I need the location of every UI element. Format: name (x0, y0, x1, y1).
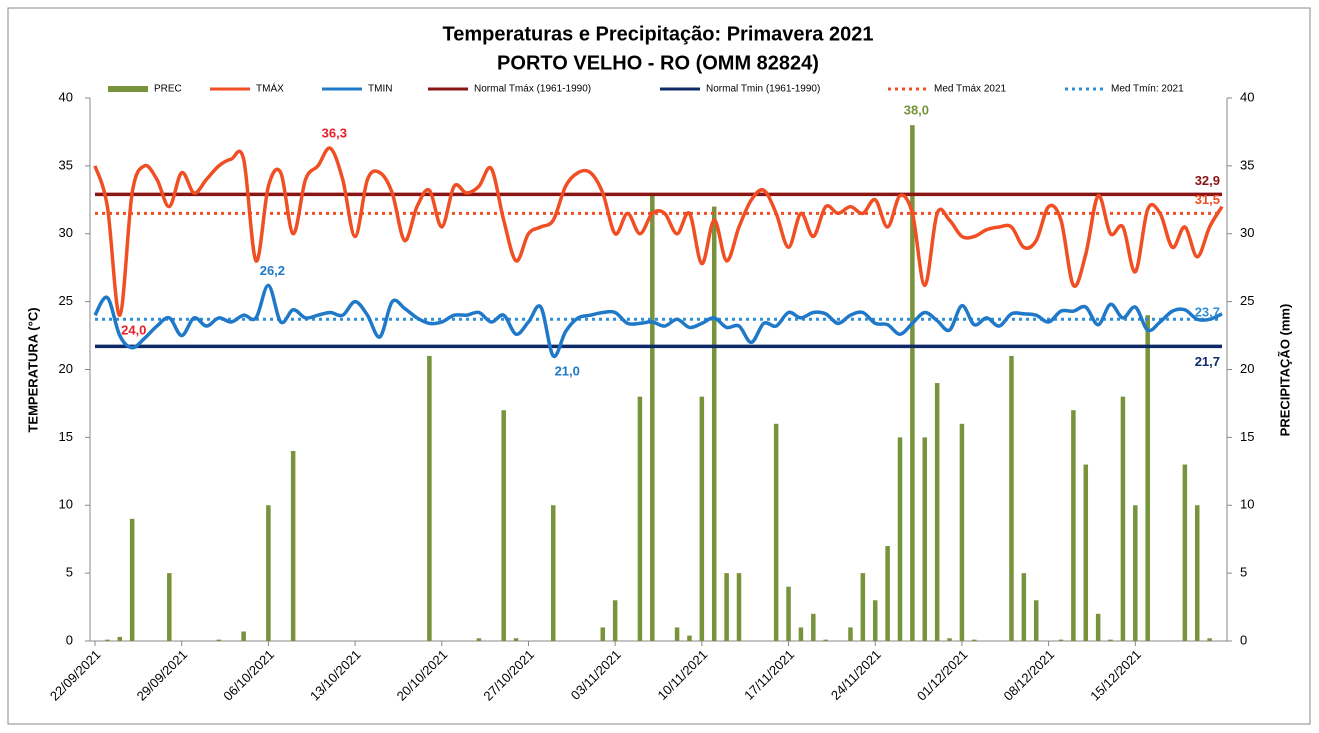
prec-bar (773, 423, 779, 641)
y2-tick-label: 5 (1240, 565, 1247, 580)
y-tick-label: 10 (59, 497, 73, 512)
prec-bar (266, 505, 271, 641)
prec-bar (1095, 613, 1101, 641)
y2-tick-label: 40 (1240, 89, 1254, 104)
y-tick-label: 25 (59, 293, 73, 308)
y-tick-label: 5 (66, 565, 73, 580)
series-line (93, 146, 1224, 317)
reference-label: 32,9 (1195, 173, 1220, 188)
prec-bar (1182, 464, 1188, 641)
prec-bar (612, 600, 618, 641)
reference-label: 31,5 (1195, 192, 1220, 207)
y-tick-label: 15 (59, 429, 73, 444)
prec-bar (1133, 505, 1138, 641)
prec-bar (129, 518, 135, 641)
prec-bar (848, 627, 853, 641)
legend-label: Med Tmín: 2021 (1111, 84, 1184, 95)
legend-label: PREC (154, 84, 182, 95)
y2-tick-label: 25 (1240, 293, 1254, 308)
prec-bar (1194, 505, 1200, 641)
data-label: 24,0 (121, 323, 146, 338)
prec-bar (823, 639, 828, 641)
chart-frame (7, 7, 1311, 725)
prec-bar (711, 206, 717, 641)
prec-bar (650, 193, 655, 641)
y2-tick-label: 20 (1240, 361, 1254, 376)
y-tick-label: 40 (59, 89, 73, 104)
y2-tick-label: 15 (1240, 429, 1254, 444)
legend-label: Normal Tmin (1961-1990) (706, 84, 820, 95)
prec-bar (600, 627, 606, 641)
data-label: 36,3 (322, 126, 347, 141)
reference-label: 21,7 (1195, 354, 1220, 369)
prec-bar (1058, 639, 1064, 641)
series-line (93, 283, 1223, 359)
prec-bar (216, 639, 222, 641)
y-tick-label: 35 (59, 157, 73, 172)
legend-swatch (108, 86, 148, 92)
prec-bar (1207, 638, 1212, 641)
prec-bar (786, 586, 791, 641)
y2-tick-label: 35 (1240, 157, 1254, 172)
prec-bar (724, 573, 729, 641)
y2-tick-label: 30 (1240, 225, 1254, 240)
prec-bar (476, 638, 482, 641)
prec-bar (798, 627, 804, 641)
prec-bar (550, 505, 556, 641)
prec-bar (972, 639, 977, 641)
prec-bar (910, 125, 915, 641)
prec-bar (1021, 573, 1027, 641)
prec-bar (687, 635, 692, 641)
prec-bar (501, 410, 506, 641)
prec-bar (1083, 464, 1089, 641)
legend-label: TMIN (368, 84, 392, 95)
prec-bar (736, 573, 742, 641)
prec-bar (290, 450, 296, 641)
prec-bar (167, 573, 172, 641)
y-tick-label: 20 (59, 361, 73, 376)
y2-tick-label: 0 (1240, 632, 1247, 647)
reference-label: 23,7 (1195, 305, 1220, 320)
prec-bar (117, 636, 123, 641)
y-tick-label: 0 (66, 632, 73, 647)
prec-bar (699, 396, 705, 641)
legend-label: Med Tmáx 2021 (934, 84, 1007, 95)
y2-tick-label: 10 (1240, 497, 1254, 512)
data-label: 21,0 (555, 363, 580, 378)
prec-bar (1033, 600, 1039, 641)
legend-label: TMÁX (256, 82, 284, 95)
data-label: 26,2 (260, 263, 285, 278)
prec-bar (1120, 396, 1126, 641)
prec-bar (860, 573, 866, 641)
prec-bar (1145, 315, 1150, 641)
prec-bar (897, 437, 903, 641)
y-axis-title: TEMPERATURA (°C) (25, 307, 40, 432)
prec-bar (922, 437, 928, 641)
legend-label: Normal Tmáx (1961-1990) (474, 84, 591, 95)
y2-axis-title: PRECIPITAÇÃO (mm) (1277, 304, 1292, 437)
chart-subtitle: PORTO VELHO - RO (OMM 82824) (497, 52, 819, 74)
prec-bar (241, 631, 246, 641)
prec-bar (959, 423, 965, 641)
prec-bar (105, 639, 110, 641)
prec-bar (947, 638, 952, 641)
prec-bar (674, 627, 680, 641)
prec-bar (1071, 410, 1076, 641)
prec-bar (513, 638, 519, 641)
prec-bar (637, 396, 643, 641)
prec-bar (885, 545, 890, 641)
prec-bar (872, 600, 878, 641)
chart-title: Temperaturas e Precipitação: Primavera 2… (443, 23, 874, 45)
y-tick-label: 30 (59, 225, 73, 240)
prec-bar (811, 613, 816, 641)
prec-bar (1108, 639, 1113, 641)
prec-bar (1009, 355, 1014, 641)
prec-bar (427, 355, 432, 641)
prec-bar (934, 383, 940, 641)
data-label: 38,0 (904, 103, 929, 118)
